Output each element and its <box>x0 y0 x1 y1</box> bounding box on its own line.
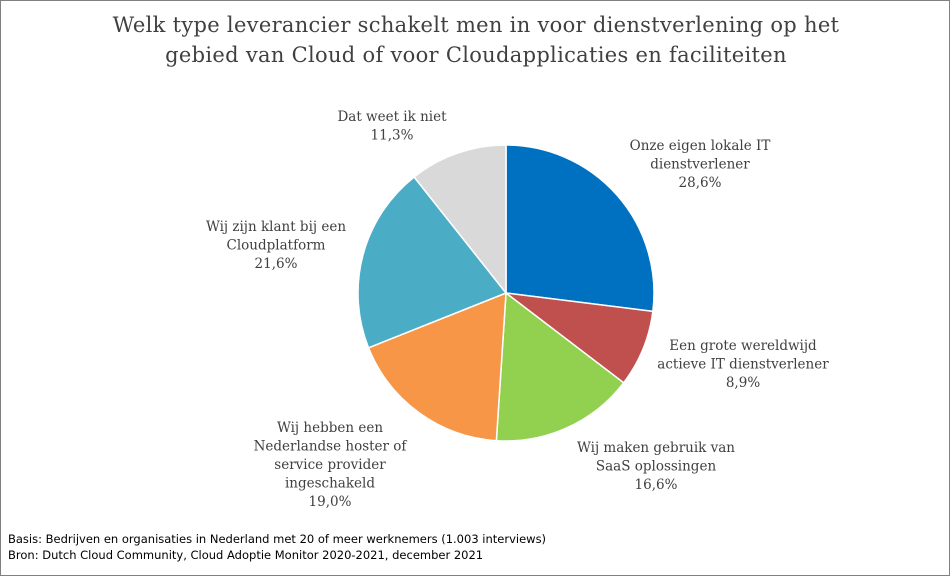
footnote-source: Bron: Dutch Cloud Community, Cloud Adopt… <box>8 548 484 562</box>
chart-title-line-1: Welk type leverancier schakelt men in vo… <box>112 13 840 37</box>
slice-category-label: ingeschakeld <box>285 476 375 492</box>
slice-label-5: Wij zijn klant bij een Cloudplatform 21,6% <box>206 219 346 272</box>
slice-category-label: Dat weet ik niet <box>337 109 447 125</box>
slice-category-label: Onze eigen lokale IT <box>630 138 771 154</box>
slice-value-label: 16,6% <box>635 477 678 493</box>
slice-value-label: 11,3% <box>371 128 414 144</box>
slice-label-6: Dat weet ik niet 11,3% <box>337 109 447 144</box>
slice-value-label: 8,9% <box>726 375 760 391</box>
slice-category-label: dienstverlener <box>650 157 750 173</box>
slice-category-label: service provider <box>274 457 386 473</box>
pie-slice-6 <box>413 144 507 296</box>
slice-label-4: Wij hebben een Nederlandse hoster of servi… <box>254 420 408 510</box>
slice-label-1: Onze eigen lokale IT dienstverlener 28,6% <box>630 138 771 191</box>
slice-category-label: SaaS oplossingen <box>596 459 717 475</box>
pie-slice-3 <box>495 291 625 442</box>
slice-value-label: 28,6% <box>679 175 722 191</box>
slice-value-label: 19,0% <box>309 494 352 510</box>
chart-title-line-2: gebied van Cloud of voor Cloudapplicatie… <box>165 43 787 67</box>
slice-label-2: Een grote wereldwijd actieve IT dienstver… <box>657 338 829 391</box>
slice-category-label: actieve IT dienstverlener <box>657 357 829 373</box>
slice-category-label: Wij hebben een <box>277 420 383 436</box>
pie-slice-4 <box>367 291 507 442</box>
slice-value-label: 21,6% <box>255 256 298 272</box>
pie-slice-5 <box>357 175 508 349</box>
slice-category-label: Nederlandse hoster of <box>254 439 408 455</box>
slice-category-label: Wij zijn klant bij een <box>206 219 346 235</box>
footnote-basis: Basis: Bedrijven en organisaties in Nede… <box>8 532 547 546</box>
chart-title: Welk type leverancier schakelt men in vo… <box>0 10 952 70</box>
slice-label-3: Wij maken gebruik van SaaS oplossingen 16,… <box>577 440 735 493</box>
pie-slice-1 <box>505 144 655 313</box>
slice-category-label: Wij maken gebruik van <box>577 440 735 456</box>
slice-category-label: Een grote wereldwijd <box>669 338 817 354</box>
chart-footnotes: Basis: Bedrijven en organisaties in Nede… <box>8 531 546 563</box>
slice-category-label: Cloudplatform <box>227 238 326 254</box>
